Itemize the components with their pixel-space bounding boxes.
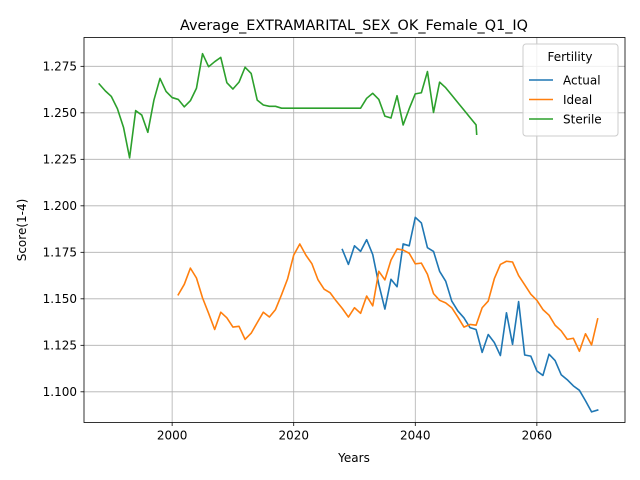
- x-axis: 2000 2020 2040 2060: [157, 422, 553, 443]
- chart-title: Average_EXTRAMARITAL_SEX_OK_Female_Q1_IQ: [180, 18, 528, 34]
- y-tick-label: 1.125: [43, 339, 77, 353]
- series-line-ideal: [177, 243, 599, 353]
- x-tick-label: 2060: [522, 429, 553, 443]
- plot-frame: [83, 37, 626, 423]
- legend-label-ideal: Ideal: [563, 93, 592, 107]
- y-tick-label: 1.200: [43, 199, 77, 213]
- x-tick-label: 2020: [278, 429, 309, 443]
- x-tick-label: 2040: [400, 429, 431, 443]
- legend-title: Fertility: [547, 50, 592, 64]
- series-line-sterile: [98, 52, 478, 159]
- legend-label-actual: Actual: [563, 73, 601, 87]
- y-tick-label: 1.100: [43, 385, 77, 399]
- x-axis-label: Years: [337, 451, 370, 465]
- legend-box: [522, 43, 619, 137]
- legend: Fertility Actual Ideal Sterile: [522, 43, 619, 137]
- y-axis-label: Score(1-4): [15, 199, 29, 262]
- series-layer: [98, 52, 599, 413]
- y-tick-label: 1.175: [43, 246, 77, 260]
- legend-label-sterile: Sterile: [563, 112, 602, 126]
- x-tick-label: 2000: [157, 429, 188, 443]
- y-tick-label: 1.250: [43, 106, 77, 120]
- y-axis: 1.100 1.125 1.150 1.175 1.200 1.225 1.250 1.275: [43, 60, 84, 399]
- series-line-actual: [341, 216, 599, 413]
- y-tick-label: 1.275: [43, 60, 77, 74]
- y-tick-label: 1.150: [43, 292, 77, 306]
- y-tick-label: 1.225: [43, 153, 77, 167]
